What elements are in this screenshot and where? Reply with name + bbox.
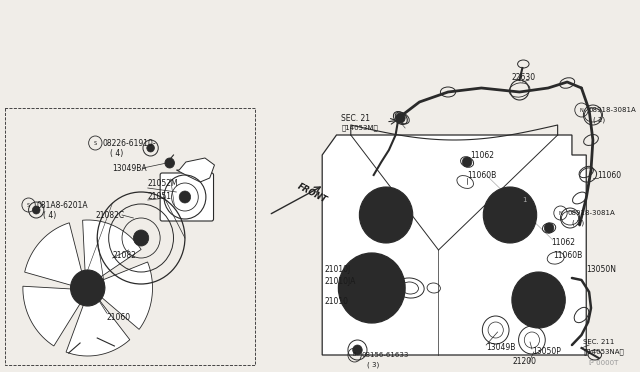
Polygon shape bbox=[66, 296, 130, 356]
Text: 1: 1 bbox=[522, 197, 527, 203]
Text: 〈14053NA〉: 〈14053NA〉 bbox=[584, 349, 624, 355]
Circle shape bbox=[339, 253, 405, 323]
Text: SEC. 21: SEC. 21 bbox=[341, 113, 371, 122]
Text: 11062: 11062 bbox=[470, 151, 494, 160]
Circle shape bbox=[353, 345, 362, 355]
Text: ( 4): ( 4) bbox=[109, 148, 123, 157]
Text: 21010JA: 21010JA bbox=[324, 278, 355, 286]
Text: ( 2): ( 2) bbox=[593, 117, 605, 123]
Circle shape bbox=[70, 270, 105, 306]
Text: 08156-61633: 08156-61633 bbox=[361, 352, 409, 358]
Text: 〈14053M〉: 〈14053M〉 bbox=[341, 125, 378, 131]
Text: 11062: 11062 bbox=[551, 237, 575, 247]
Circle shape bbox=[462, 157, 472, 167]
Circle shape bbox=[493, 197, 527, 233]
Text: ( 2): ( 2) bbox=[572, 220, 584, 226]
Circle shape bbox=[349, 264, 395, 312]
Text: 13049BA: 13049BA bbox=[113, 164, 147, 173]
Circle shape bbox=[360, 187, 413, 243]
Circle shape bbox=[83, 283, 92, 293]
Circle shape bbox=[522, 282, 556, 318]
Circle shape bbox=[134, 230, 148, 246]
Text: 08918-3081A: 08918-3081A bbox=[588, 107, 636, 113]
Text: 08918-3081A: 08918-3081A bbox=[567, 210, 615, 216]
Text: ℙ 0000T: ℙ 0000T bbox=[589, 360, 618, 366]
Circle shape bbox=[78, 278, 97, 298]
Circle shape bbox=[33, 206, 40, 214]
Text: S: S bbox=[94, 141, 97, 145]
Text: N: N bbox=[580, 108, 583, 112]
Circle shape bbox=[396, 113, 405, 123]
Circle shape bbox=[512, 272, 565, 328]
Text: 21051: 21051 bbox=[148, 192, 172, 201]
Text: 08226-61910-: 08226-61910- bbox=[103, 138, 157, 148]
Text: 21010J: 21010J bbox=[324, 266, 350, 275]
Polygon shape bbox=[322, 135, 586, 355]
Text: 21010: 21010 bbox=[324, 298, 348, 307]
Circle shape bbox=[147, 144, 154, 152]
Circle shape bbox=[544, 223, 554, 233]
Text: 11060: 11060 bbox=[598, 170, 622, 180]
Circle shape bbox=[165, 158, 175, 168]
Text: 21052M: 21052M bbox=[148, 179, 179, 187]
Text: 11060B: 11060B bbox=[553, 251, 582, 260]
Text: 22630: 22630 bbox=[512, 73, 536, 81]
Text: 13050N: 13050N bbox=[586, 266, 616, 275]
Circle shape bbox=[531, 292, 546, 308]
Polygon shape bbox=[25, 223, 83, 287]
Text: 13050P: 13050P bbox=[532, 347, 561, 356]
Text: ( 3): ( 3) bbox=[367, 362, 380, 368]
Text: SEC. 211: SEC. 211 bbox=[584, 339, 615, 345]
Text: 11060B: 11060B bbox=[467, 170, 497, 180]
Polygon shape bbox=[177, 158, 214, 182]
Text: 21200: 21200 bbox=[513, 357, 537, 366]
Text: 21082C: 21082C bbox=[95, 211, 124, 219]
Text: B: B bbox=[353, 353, 356, 357]
Text: N: N bbox=[559, 211, 563, 215]
Text: ( 4): ( 4) bbox=[43, 211, 56, 219]
Circle shape bbox=[179, 191, 191, 203]
Polygon shape bbox=[23, 286, 83, 346]
Text: FRONT: FRONT bbox=[296, 182, 328, 205]
Polygon shape bbox=[98, 262, 152, 329]
Text: 081A8-6201A: 081A8-6201A bbox=[36, 201, 88, 209]
Circle shape bbox=[360, 276, 383, 300]
Circle shape bbox=[483, 187, 537, 243]
Circle shape bbox=[369, 197, 403, 233]
Text: 21082: 21082 bbox=[113, 250, 136, 260]
Text: S: S bbox=[27, 202, 30, 208]
Text: 13049B: 13049B bbox=[486, 343, 516, 353]
Text: 21060: 21060 bbox=[107, 314, 131, 323]
FancyBboxPatch shape bbox=[160, 173, 214, 221]
Polygon shape bbox=[83, 220, 141, 280]
